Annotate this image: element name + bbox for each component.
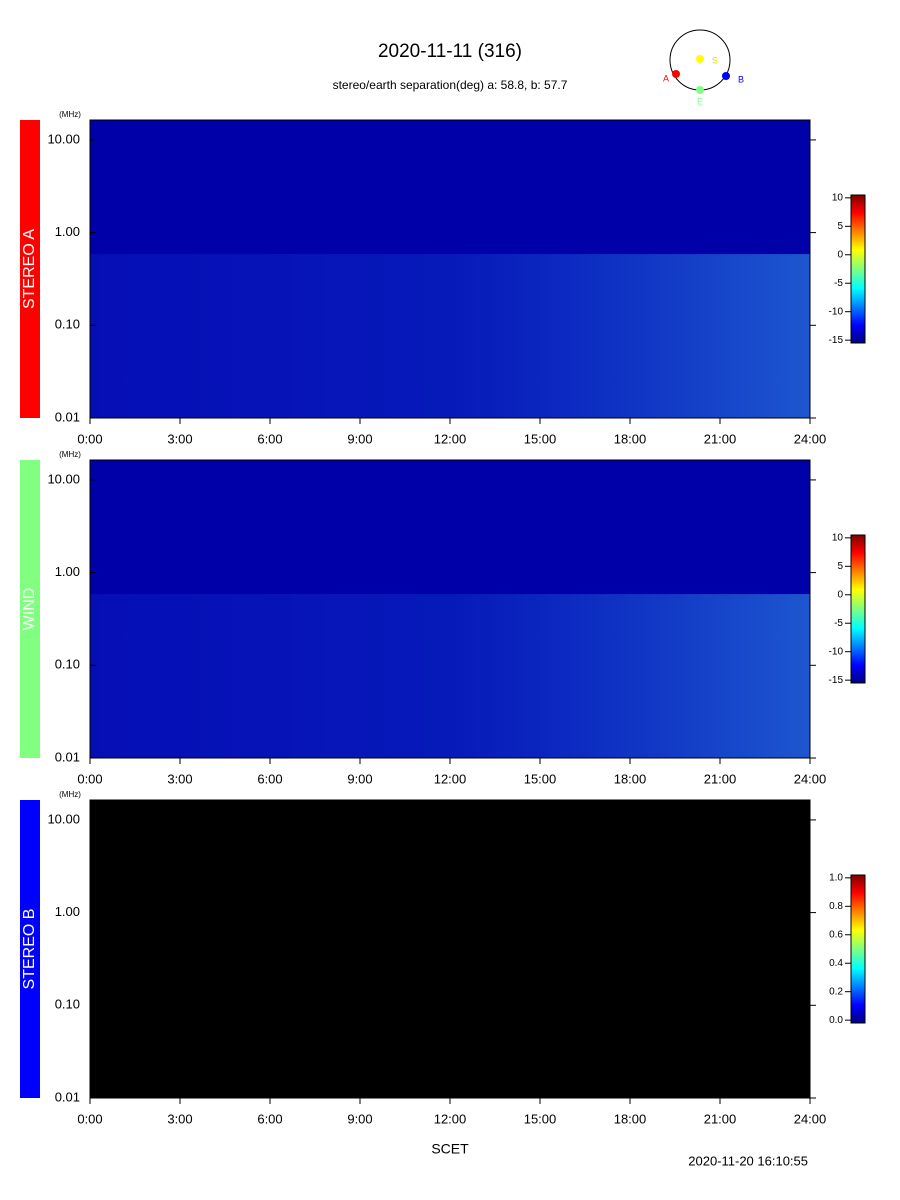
x-tick-label: 6:00	[257, 431, 282, 446]
y-tick-label: 1.00	[55, 224, 80, 239]
x-tick-label: 24:00	[794, 431, 827, 446]
x-tick-label: 12:00	[434, 771, 467, 786]
subtitle: stereo/earth separation(deg) a: 58.8, b:…	[333, 78, 568, 92]
x-tick-label: 0:00	[77, 431, 102, 446]
panel-label: STEREO A	[21, 229, 38, 309]
x-tick-label: 3:00	[167, 431, 192, 446]
colorbar-tick-label: -15	[829, 335, 844, 346]
x-tick-label: 24:00	[794, 771, 827, 786]
x-tick-label: 21:00	[704, 431, 737, 446]
colorbar-tick-label: 0	[837, 249, 843, 260]
x-tick-label: 24:00	[794, 1111, 827, 1126]
y-tick-label: 10.00	[47, 131, 80, 146]
y-tick-label: 0.10	[55, 657, 80, 672]
y-tick-label: 0.01	[55, 1089, 80, 1104]
x-tick-label: 18:00	[614, 1111, 647, 1126]
colorbar-tick-label: 5	[837, 561, 843, 572]
y-unit: (MHz)	[59, 110, 81, 119]
x-tick-label: 0:00	[77, 1111, 102, 1126]
y-tick-label: 1.00	[55, 904, 80, 919]
timestamp: 2020-11-20 16:10:55	[688, 1153, 808, 1168]
panel-label-bar	[20, 120, 40, 418]
panel-label: STEREO B	[21, 909, 38, 990]
x-tick-label: 9:00	[347, 1111, 372, 1126]
orbit-label: B	[738, 74, 744, 84]
colorbar-tick-label: -5	[834, 278, 843, 289]
panel-label-bar	[20, 800, 40, 1098]
y-tick-label: 0.01	[55, 409, 80, 424]
x-tick-label: 21:00	[704, 1111, 737, 1126]
y-tick-label: 0.10	[55, 997, 80, 1012]
colorbar	[850, 874, 866, 1024]
colorbar-tick-label: -15	[829, 675, 844, 686]
x-tick-label: 9:00	[347, 431, 372, 446]
y-tick-label: 10.00	[47, 811, 80, 826]
y-tick-label: 1.00	[55, 564, 80, 579]
colorbar-tick-label: -10	[829, 306, 844, 317]
x-tick-label: 6:00	[257, 1111, 282, 1126]
orbit-label: S	[712, 55, 718, 65]
x-tick-label: 15:00	[524, 771, 557, 786]
x-tick-label: 3:00	[167, 771, 192, 786]
colorbar-tick-label: 0	[837, 589, 843, 600]
y-tick-label: 10.00	[47, 471, 80, 486]
spectrogram	[90, 800, 810, 1098]
x-tick-label: 18:00	[614, 771, 647, 786]
colorbar	[850, 194, 866, 344]
x-tick-label: 18:00	[614, 431, 647, 446]
colorbar-tick-label: 5	[837, 221, 843, 232]
colorbar-tick-label: -10	[829, 646, 844, 657]
title: 2020-11-11 (316)	[378, 41, 522, 62]
stereo-a-dot	[672, 70, 680, 78]
x-tick-label: 0:00	[77, 771, 102, 786]
x-tick-label: 12:00	[434, 431, 467, 446]
colorbar-tick-label: 0.4	[829, 958, 843, 969]
y-unit: (MHz)	[59, 790, 81, 799]
y-tick-label: 0.10	[55, 317, 80, 332]
x-tick-label: 15:00	[524, 431, 557, 446]
y-tick-label: 0.01	[55, 749, 80, 764]
x-tick-label: 6:00	[257, 771, 282, 786]
panel-label: WIND	[21, 588, 38, 631]
orbit-label: E	[697, 96, 703, 106]
x-tick-label: 21:00	[704, 771, 737, 786]
colorbar-tick-label: 1.0	[829, 872, 843, 883]
x-axis-label: SCET	[431, 1141, 469, 1157]
x-tick-label: 3:00	[167, 1111, 192, 1126]
colorbar-tick-label: 0.2	[829, 986, 843, 997]
colorbar-tick-label: 0.8	[829, 901, 843, 912]
colorbar-tick-label: 0.6	[829, 929, 843, 940]
colorbar-tick-label: -5	[834, 618, 843, 629]
panel-label-bar	[20, 460, 40, 758]
orbit-label: A	[663, 73, 669, 83]
colorbar-tick-label: 10	[832, 192, 844, 203]
orbit-diagram: S A B E	[663, 29, 744, 106]
x-tick-label: 12:00	[434, 1111, 467, 1126]
colorbar-tick-label: 10	[832, 532, 844, 543]
colorbar	[850, 534, 866, 684]
x-tick-label: 15:00	[524, 1111, 557, 1126]
earth-dot	[696, 86, 704, 94]
stereo-b-dot	[722, 72, 730, 80]
spectrogram-texture	[90, 594, 810, 758]
y-unit: (MHz)	[59, 450, 81, 459]
x-tick-label: 9:00	[347, 771, 372, 786]
sun	[696, 55, 704, 63]
colorbar-tick-label: 0.0	[829, 1015, 843, 1026]
spectrogram-texture	[90, 254, 810, 418]
